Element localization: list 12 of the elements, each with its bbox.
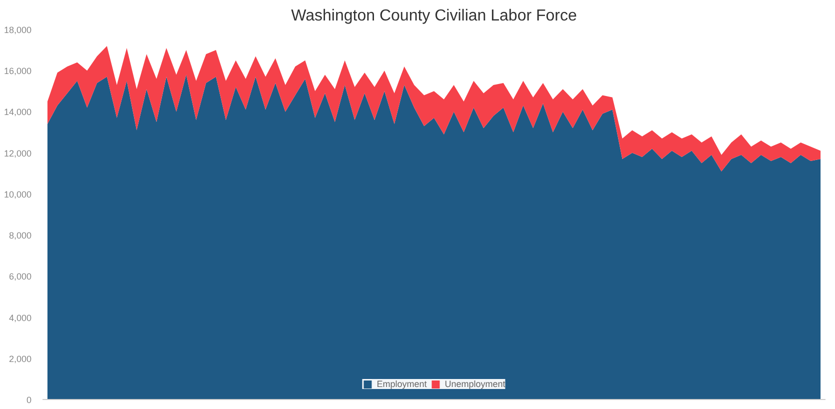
y-tick-label: 12,000 <box>4 148 32 158</box>
y-tick-label: 14,000 <box>4 107 32 118</box>
y-tick-label: 4,000 <box>8 312 32 323</box>
y-tick-label: 8,000 <box>8 230 32 241</box>
y-tick-label: 18,000 <box>4 25 32 35</box>
chart-title: Washington County Civilian Labor Force <box>291 8 577 24</box>
y-tick-label: 16,000 <box>4 66 32 76</box>
y-tick-label: 6,000 <box>8 272 32 282</box>
y-tick-label: 2,000 <box>8 354 32 364</box>
y-tick-label: 10,000 <box>4 189 32 200</box>
legend-label: Employment <box>376 379 427 389</box>
y-tick-label: 0 <box>26 395 32 405</box>
